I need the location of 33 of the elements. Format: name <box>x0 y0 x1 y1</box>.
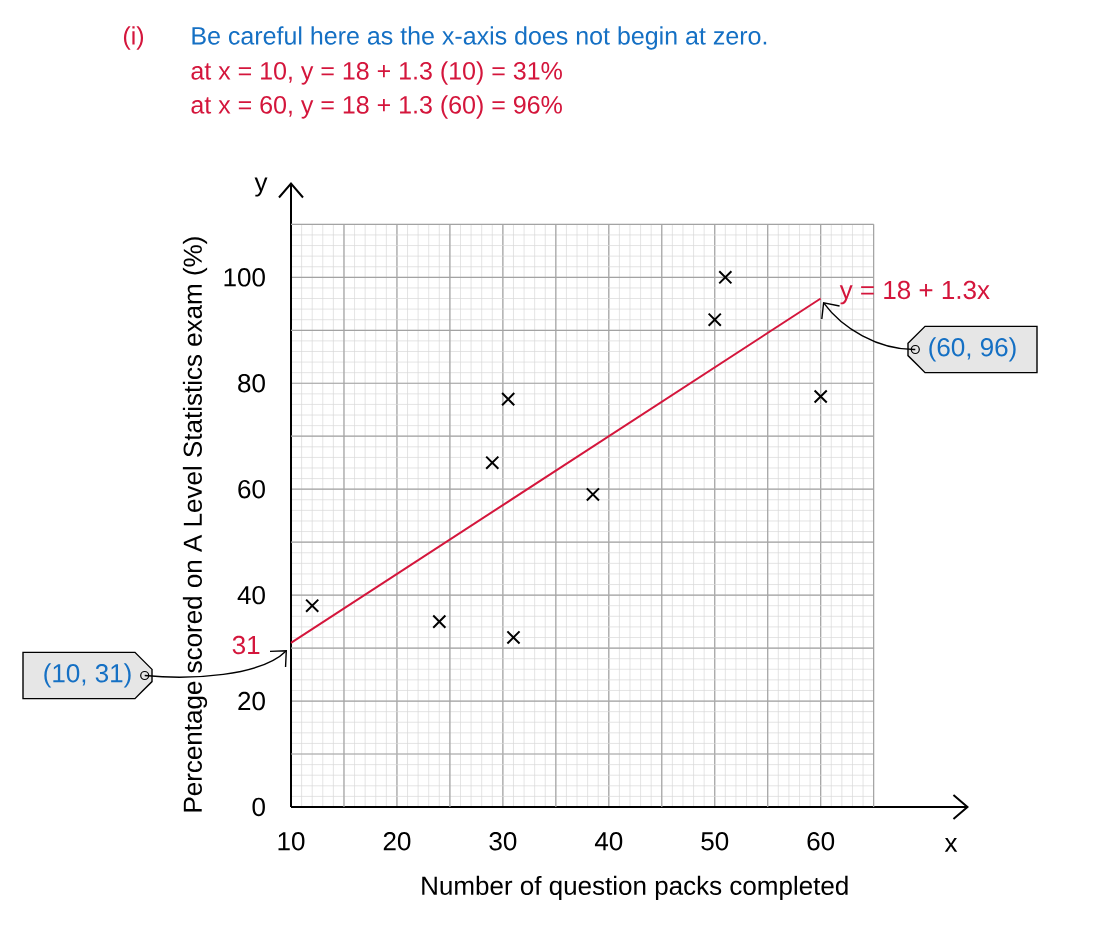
point <box>305 598 320 613</box>
x-axis-title: Number of question packs completed <box>422 875 848 901</box>
text: x <box>944 838 958 852</box>
point <box>485 455 500 470</box>
text: 31 <box>232 635 260 655</box>
y-tick-label: 80 <box>238 374 265 393</box>
point <box>813 389 828 404</box>
text: (i) <box>123 26 144 50</box>
x-tick-label: 20 <box>383 832 411 851</box>
y-tick-label: 0 <box>252 797 265 817</box>
text: at x = 10, y = 18 + 1.3 (10) = 31% <box>191 61 562 85</box>
text: at x = 60, y = 18 + 1.3 (60) = 96% <box>191 95 562 119</box>
y-tick-label: 60 <box>238 479 265 499</box>
annotation: (60, 96) <box>929 337 1016 362</box>
point <box>707 312 722 327</box>
x-tick-label: 10 <box>278 832 305 851</box>
point <box>432 614 447 629</box>
point <box>506 630 521 645</box>
text: Be careful here as the x-axis does not begin at zero. <box>192 26 767 50</box>
y-tick-label: 40 <box>237 585 265 605</box>
point <box>585 487 600 502</box>
x-tick-label: 60 <box>807 832 835 851</box>
y-tick-label: 20 <box>238 691 265 711</box>
series-label: y = 18 + 1.3x <box>839 280 990 305</box>
point <box>718 270 733 285</box>
text: y <box>254 177 268 197</box>
text: (10, 31) <box>44 663 131 688</box>
x-tick-label: 40 <box>594 832 623 851</box>
x-tick-label: 30 <box>489 832 517 851</box>
point <box>501 392 516 407</box>
y-axis-title: Percentage scored on A Level Statistics exam (%) <box>182 237 208 812</box>
x-tick-label: 50 <box>701 832 729 851</box>
y-tick-label: 100 <box>224 268 265 287</box>
